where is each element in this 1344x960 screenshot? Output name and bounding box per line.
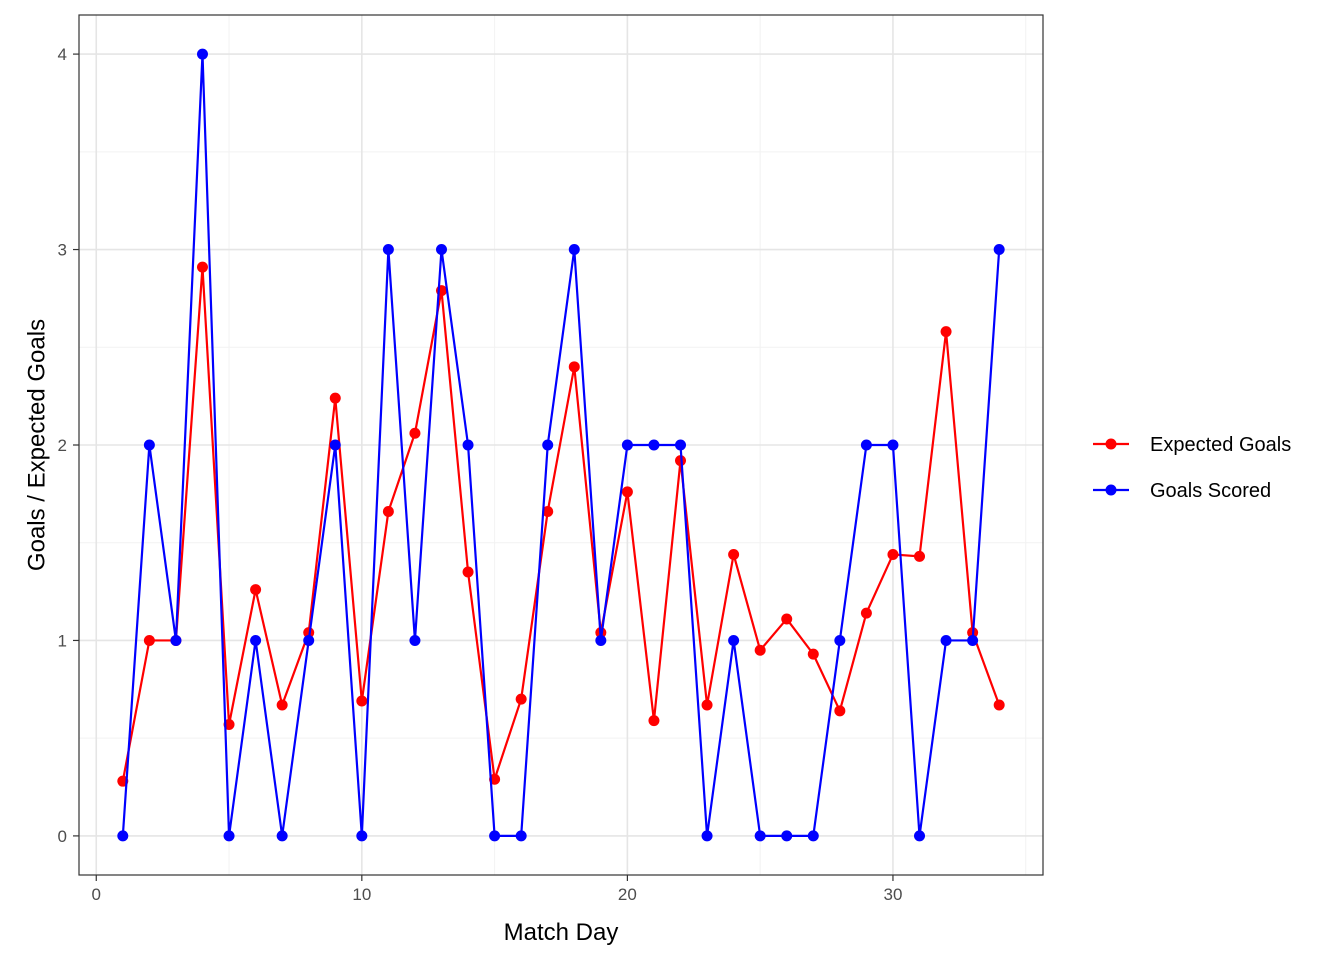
data-point-goals-scored xyxy=(489,830,501,842)
y-tick-label: 1 xyxy=(58,631,67,650)
y-tick-label: 2 xyxy=(58,436,67,455)
data-point-expected-goals xyxy=(728,548,740,560)
data-point-expected-goals xyxy=(276,699,288,711)
data-point-expected-goals xyxy=(409,427,421,439)
y-tick-label: 0 xyxy=(58,827,67,846)
data-point-goals-scored xyxy=(860,439,872,451)
data-point-goals-scored xyxy=(993,244,1005,256)
data-point-goals-scored xyxy=(781,830,793,842)
plot-series xyxy=(117,48,1005,842)
y-axis-title: Goals / Expected Goals xyxy=(23,319,50,571)
data-point-expected-goals xyxy=(834,705,846,717)
data-point-goals-scored xyxy=(914,830,926,842)
legend-label: Expected Goals xyxy=(1150,434,1291,456)
data-point-goals-scored xyxy=(675,439,687,451)
data-point-goals-scored xyxy=(382,244,394,256)
data-point-expected-goals xyxy=(754,644,766,656)
data-point-goals-scored xyxy=(834,634,846,646)
data-point-expected-goals xyxy=(940,326,952,338)
series-line-expected-goals xyxy=(121,266,1001,782)
data-point-expected-goals xyxy=(648,715,660,727)
data-point-expected-goals xyxy=(621,486,633,498)
data-point-goals-scored xyxy=(515,830,527,842)
data-point-expected-goals xyxy=(542,505,554,517)
data-point-expected-goals xyxy=(329,392,341,404)
data-point-goals-scored xyxy=(462,439,474,451)
data-point-goals-scored xyxy=(754,830,766,842)
data-point-goals-scored xyxy=(409,634,421,646)
data-point-goals-scored xyxy=(250,634,262,646)
legend-key-point xyxy=(1105,438,1117,450)
legend-item-expected-goals: Expected Goals xyxy=(1093,434,1291,456)
data-point-goals-scored xyxy=(967,634,979,646)
data-point-expected-goals xyxy=(196,261,208,273)
data-point-goals-scored xyxy=(143,439,155,451)
data-point-goals-scored xyxy=(196,48,208,60)
legend-item-goals-scored: Goals Scored xyxy=(1093,480,1271,502)
legend-key-point xyxy=(1105,484,1117,496)
data-point-expected-goals xyxy=(356,695,368,707)
data-point-expected-goals xyxy=(462,566,474,578)
data-point-goals-scored xyxy=(223,830,235,842)
data-point-goals-scored xyxy=(887,439,899,451)
x-axis-title: Match Day xyxy=(504,919,619,946)
y-tick-label: 4 xyxy=(58,45,67,64)
legend: Expected Goals Goals Scored xyxy=(1093,434,1291,502)
x-tick-label: 0 xyxy=(92,885,101,904)
data-point-goals-scored xyxy=(807,830,819,842)
data-point-goals-scored xyxy=(568,244,580,256)
data-point-expected-goals xyxy=(143,634,155,646)
data-point-goals-scored xyxy=(940,634,952,646)
data-point-goals-scored xyxy=(542,439,554,451)
data-point-expected-goals xyxy=(993,699,1005,711)
data-point-goals-scored xyxy=(303,634,315,646)
data-point-goals-scored xyxy=(595,634,607,646)
data-point-goals-scored xyxy=(621,439,633,451)
axes: 0 10 20 30 0 1 2 3 4 xyxy=(58,45,903,904)
series-line-goals-scored xyxy=(121,52,1001,838)
series-goals-scored xyxy=(117,48,1005,842)
y-tick-label: 3 xyxy=(58,241,67,260)
legend-label: Goals Scored xyxy=(1150,480,1271,502)
data-point-expected-goals xyxy=(515,693,527,705)
x-tick-label: 30 xyxy=(883,885,902,904)
data-point-expected-goals xyxy=(914,550,926,562)
data-point-goals-scored xyxy=(435,244,447,256)
data-point-goals-scored xyxy=(356,830,368,842)
data-point-expected-goals xyxy=(781,613,793,625)
data-point-goals-scored xyxy=(728,634,740,646)
data-point-expected-goals xyxy=(382,505,394,517)
data-point-goals-scored xyxy=(701,830,713,842)
data-point-goals-scored xyxy=(329,439,341,451)
data-point-expected-goals xyxy=(250,584,262,596)
data-point-expected-goals xyxy=(701,699,713,711)
data-point-expected-goals xyxy=(807,648,819,660)
x-tick-label: 20 xyxy=(618,885,637,904)
data-point-goals-scored xyxy=(170,634,182,646)
data-point-goals-scored xyxy=(117,830,129,842)
data-point-goals-scored xyxy=(276,830,288,842)
data-point-expected-goals xyxy=(860,607,872,619)
data-point-goals-scored xyxy=(648,439,660,451)
x-tick-label: 10 xyxy=(352,885,371,904)
data-point-expected-goals xyxy=(887,548,899,560)
data-point-expected-goals xyxy=(568,361,580,373)
